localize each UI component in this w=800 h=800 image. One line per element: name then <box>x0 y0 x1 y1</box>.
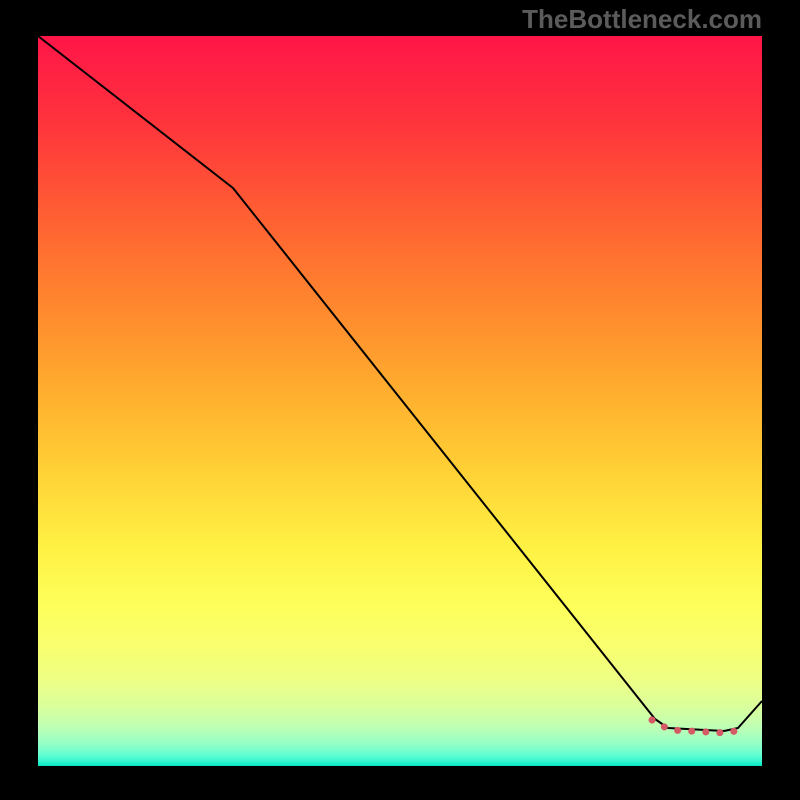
plot-area <box>38 36 762 766</box>
chart-lines <box>38 36 762 766</box>
main-curve <box>38 36 762 731</box>
outer-frame: TheBottleneck.com <box>0 0 800 800</box>
watermark-text: TheBottleneck.com <box>522 4 762 35</box>
